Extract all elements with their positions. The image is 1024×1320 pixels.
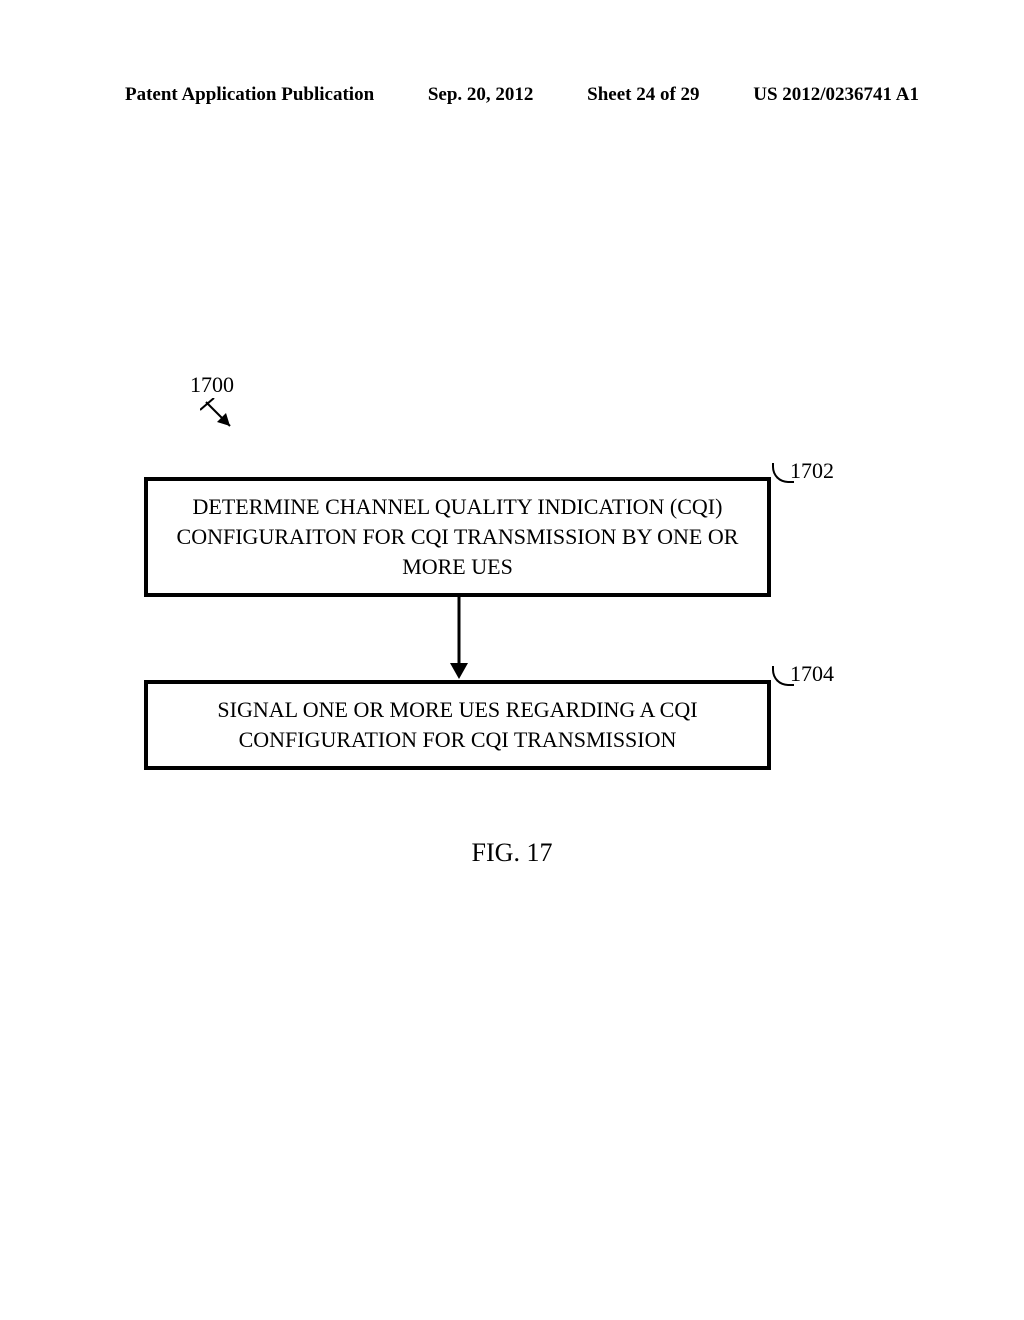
flow-arrow [447,597,471,681]
flow-step-1704: SIGNAL ONE OR MORE UES REGARDING A CQI C… [144,680,771,770]
header-date: Sep. 20, 2012 [428,84,534,106]
flow-step-1704-text: SIGNAL ONE OR MORE UES REGARDING A CQI C… [166,695,749,754]
flow-step-1702-ref: 1702 [790,458,834,484]
flow-step-1702-text: DETERMINE CHANNEL QUALITY INDICATION (CQ… [166,492,749,581]
flow-step-1704-ref: 1704 [790,661,834,687]
patent-page: Patent Application Publication Sep. 20, … [0,0,1024,1320]
flow-ref-main: 1700 [190,372,234,398]
header-pub: US 2012/0236741 A1 [753,84,919,106]
figure-label: FIG. 17 [0,838,1024,868]
header-left: Patent Application Publication [125,84,374,106]
page-header: Patent Application Publication Sep. 20, … [0,84,1024,106]
header-sheet: Sheet 24 of 29 [587,84,699,106]
flow-step-1702: DETERMINE CHANNEL QUALITY INDICATION (CQ… [144,477,771,597]
pointer-arrow-1700 [200,398,244,442]
